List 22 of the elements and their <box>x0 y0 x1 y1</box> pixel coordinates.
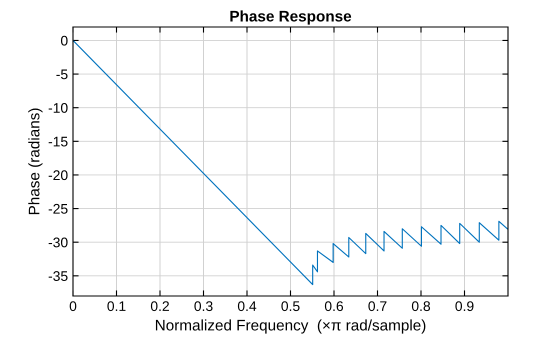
x-tick-label: 0.8 <box>412 301 430 312</box>
y-tick-label: -15 <box>48 136 68 146</box>
x-tick-label: 0.3 <box>194 301 213 312</box>
y-tick-label: 0 <box>60 36 68 46</box>
x-tick-label: 0 <box>70 301 76 312</box>
x-tick-label: 0.4 <box>238 301 256 312</box>
x-tick-label: 0.2 <box>150 301 169 312</box>
y-tick-label: -5 <box>56 70 68 80</box>
y-tick-label: -30 <box>48 238 68 248</box>
y-tick-label: -20 <box>48 170 68 180</box>
x-tick-label: 0.1 <box>107 301 126 312</box>
x-tick-label: 0.6 <box>324 301 344 312</box>
x-tick-label: 0.5 <box>281 301 300 312</box>
y-tick-label: -35 <box>48 271 68 281</box>
chart-title: Phase Response <box>230 10 352 25</box>
y-tick-label: -10 <box>48 103 68 113</box>
y-tick-label: -25 <box>48 204 68 214</box>
x-tick-label: 0.9 <box>455 301 474 312</box>
line-series <box>73 40 508 286</box>
y-axis-title: Phase (radians) <box>28 108 43 214</box>
x-axis-title: Normalized Frequency (×π rad/sample) <box>156 319 426 334</box>
x-tick-label: 0.7 <box>368 301 386 312</box>
